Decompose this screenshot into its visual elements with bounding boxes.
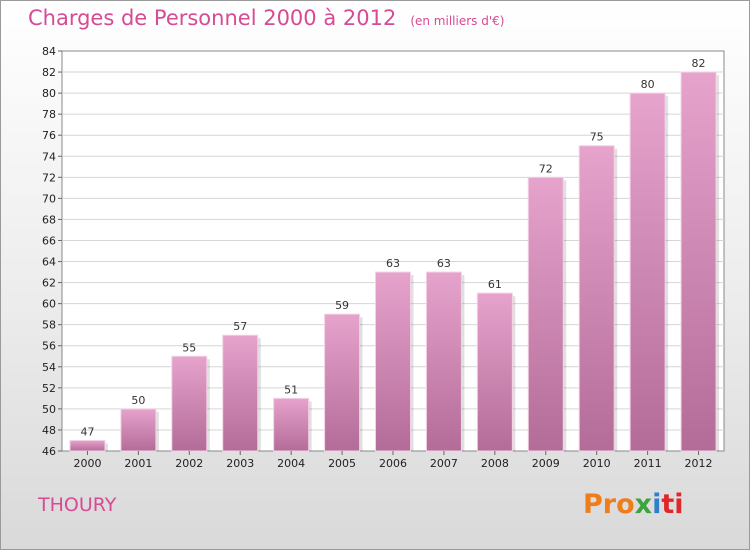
value-label-2004: 51 xyxy=(284,383,298,396)
y-tick-label: 72 xyxy=(42,171,56,184)
x-tick-label-2002: 2002 xyxy=(175,457,203,470)
y-tick-label: 58 xyxy=(42,319,56,332)
bar-2005 xyxy=(325,314,360,451)
value-label-2006: 63 xyxy=(386,257,400,270)
town-name: THOURY xyxy=(38,494,116,516)
bar-2002 xyxy=(172,356,207,451)
value-label-2012: 82 xyxy=(692,57,706,70)
y-tick-label: 82 xyxy=(42,66,56,79)
x-tick-label-2007: 2007 xyxy=(430,457,458,470)
y-tick-label: 48 xyxy=(42,424,56,437)
value-label-2011: 80 xyxy=(641,78,655,91)
x-tick-label-2009: 2009 xyxy=(532,457,560,470)
y-tick-label: 68 xyxy=(42,213,56,226)
value-label-2010: 75 xyxy=(590,131,604,144)
y-tick-label: 52 xyxy=(42,382,56,395)
x-tick-label-2011: 2011 xyxy=(634,457,662,470)
y-tick-label: 66 xyxy=(42,234,56,247)
value-label-2007: 63 xyxy=(437,257,451,270)
logo-part-1: Pro xyxy=(583,489,635,520)
logo-part-3: i xyxy=(652,489,661,520)
y-tick-label: 62 xyxy=(42,277,56,290)
x-tick-label-2003: 2003 xyxy=(226,457,254,470)
bar-2007 xyxy=(426,272,461,451)
x-tick-label-2004: 2004 xyxy=(277,457,305,470)
x-tick-label-2006: 2006 xyxy=(379,457,407,470)
proxiti-logo[interactable]: Proxiti xyxy=(583,489,684,520)
y-tick-label: 46 xyxy=(42,445,56,458)
bar-2003 xyxy=(223,335,258,451)
value-label-2002: 55 xyxy=(182,341,196,354)
y-tick-label: 74 xyxy=(42,150,56,163)
logo-part-4: ti xyxy=(661,489,683,520)
bar-2008 xyxy=(477,293,512,451)
value-label-2000: 47 xyxy=(80,425,94,438)
y-tick-label: 70 xyxy=(42,192,56,205)
y-tick-label: 56 xyxy=(42,340,56,353)
bar-2009 xyxy=(528,177,563,451)
y-tick-label: 76 xyxy=(42,129,56,142)
y-tick-label: 78 xyxy=(42,108,56,121)
y-tick-label: 60 xyxy=(42,298,56,311)
value-label-2001: 50 xyxy=(131,394,145,407)
x-tick-label-2008: 2008 xyxy=(481,457,509,470)
value-label-2003: 57 xyxy=(233,320,247,333)
bar-chart: 47 50 55 57 51 59 63 63 61 72 75 80 82 46 48 50 52 54 56 5… xyxy=(1,1,749,549)
bar-2000 xyxy=(70,440,105,451)
y-tick-label: 80 xyxy=(42,87,56,100)
x-tick-label-2000: 2000 xyxy=(73,457,101,470)
bar-2012 xyxy=(681,72,716,451)
x-tick-label-2010: 2010 xyxy=(583,457,611,470)
y-tick-label: 84 xyxy=(42,45,56,58)
value-label-2008: 61 xyxy=(488,278,502,291)
value-label-2005: 59 xyxy=(335,299,349,312)
bar-2001 xyxy=(121,409,156,451)
x-tick-label-2012: 2012 xyxy=(685,457,713,470)
x-tick-label-2001: 2001 xyxy=(124,457,152,470)
bar-2004 xyxy=(274,398,309,451)
y-tick-label: 64 xyxy=(42,256,56,269)
bar-2010 xyxy=(579,146,614,451)
bar-2006 xyxy=(376,272,411,451)
bar-2011 xyxy=(630,93,665,451)
chart-frame: Charges de Personnel 2000 à 2012 (en mill… xyxy=(0,0,750,550)
x-tick-label-2005: 2005 xyxy=(328,457,356,470)
logo-part-2: x xyxy=(635,489,652,520)
y-tick-label: 54 xyxy=(42,361,56,374)
value-label-2009: 72 xyxy=(539,162,553,175)
y-tick-label: 50 xyxy=(42,403,56,416)
